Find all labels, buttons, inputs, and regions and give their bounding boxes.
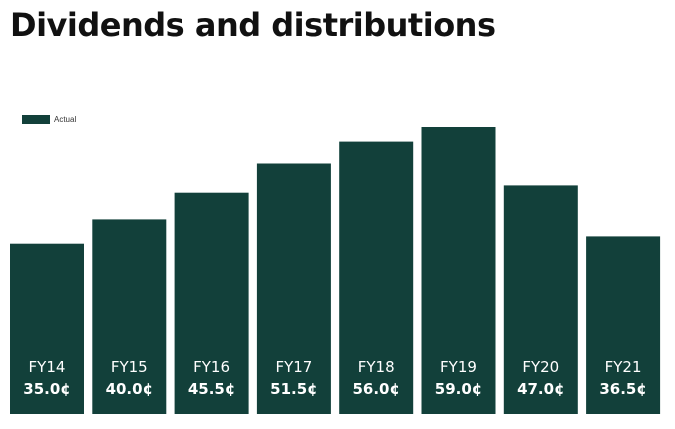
bars: FY14 35.0¢ FY15 40.0¢ FY16 45.5¢ FY17 51.5¢ FY18… — [10, 127, 661, 414]
category-label: FY17 — [275, 358, 312, 376]
bar-fy20 — [503, 185, 578, 414]
bar-fy14 — [10, 243, 84, 414]
bar-fy21 — [586, 236, 661, 414]
value-label: 36.5¢ — [599, 380, 646, 398]
category-label: FY19 — [440, 358, 477, 376]
legend: Actual — [22, 115, 76, 124]
category-label: FY15 — [111, 358, 148, 376]
value-label: 59.0¢ — [435, 380, 482, 398]
value-label: 40.0¢ — [106, 380, 153, 398]
bar-fy15 — [92, 219, 167, 414]
value-label: 47.0¢ — [517, 380, 564, 398]
bar-fy19 — [421, 127, 496, 414]
category-label: FY16 — [193, 358, 230, 376]
chart-title: Dividends and distributions — [10, 6, 496, 44]
category-label: FY21 — [605, 358, 642, 376]
value-label: 51.5¢ — [270, 380, 317, 398]
category-label: FY14 — [29, 358, 66, 376]
value-label: 56.0¢ — [352, 380, 399, 398]
legend-label: Actual — [54, 115, 76, 124]
category-label: FY20 — [522, 358, 559, 376]
category-label: FY18 — [358, 358, 395, 376]
bar-fy17 — [256, 163, 331, 414]
value-label: 35.0¢ — [23, 380, 70, 398]
bar-fy18 — [339, 141, 414, 414]
bar-fy16 — [174, 192, 249, 414]
value-label: 45.5¢ — [188, 380, 235, 398]
legend-swatch — [22, 115, 50, 124]
